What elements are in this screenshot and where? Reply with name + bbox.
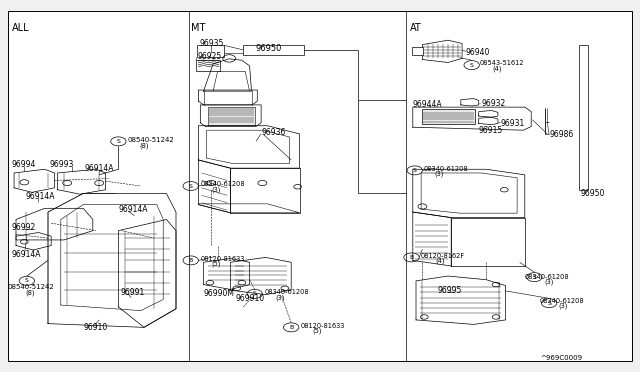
Text: S: S (413, 168, 417, 173)
Text: 08120-81633: 08120-81633 (301, 323, 345, 328)
Text: 96995: 96995 (437, 286, 461, 295)
Text: 96914A: 96914A (84, 164, 114, 173)
Polygon shape (14, 169, 54, 192)
Text: S: S (547, 301, 551, 306)
Polygon shape (198, 160, 230, 213)
Text: 08340-61208: 08340-61208 (540, 298, 584, 304)
Text: (3): (3) (544, 279, 554, 285)
Polygon shape (204, 59, 252, 91)
Text: 96936: 96936 (261, 128, 285, 137)
Text: 96940: 96940 (466, 48, 490, 57)
Text: (3): (3) (211, 186, 221, 193)
Text: 96993: 96993 (50, 160, 74, 169)
Text: 969910: 969910 (236, 294, 265, 303)
Polygon shape (479, 117, 498, 125)
Text: 96986: 96986 (549, 130, 573, 139)
Text: 08540-51242: 08540-51242 (8, 284, 54, 290)
Text: (4): (4) (493, 65, 502, 72)
Bar (422, 109, 475, 124)
Text: (5): (5) (211, 261, 221, 267)
Polygon shape (413, 107, 531, 130)
Text: (8): (8) (140, 142, 149, 149)
Text: 96925: 96925 (197, 52, 221, 61)
Bar (196, 60, 220, 71)
Text: 08120-8162F: 08120-8162F (421, 253, 465, 259)
Text: 96910: 96910 (83, 323, 108, 332)
Text: 96935: 96935 (200, 39, 224, 48)
Text: 08340-61208: 08340-61208 (201, 181, 246, 187)
Polygon shape (207, 130, 289, 164)
Polygon shape (421, 173, 517, 213)
Polygon shape (422, 40, 462, 62)
Text: (3): (3) (275, 294, 285, 301)
Polygon shape (479, 110, 498, 117)
Polygon shape (413, 169, 525, 218)
Text: 96931: 96931 (500, 119, 525, 128)
Text: S: S (470, 62, 474, 68)
Text: 96950: 96950 (580, 189, 605, 198)
Text: 96932: 96932 (481, 99, 506, 108)
Text: ^969C0009: ^969C0009 (540, 355, 582, 361)
Polygon shape (198, 126, 300, 168)
Text: 96915: 96915 (479, 126, 503, 135)
Polygon shape (198, 90, 257, 105)
Text: 96914A: 96914A (26, 192, 55, 201)
Polygon shape (16, 208, 93, 240)
Text: (4): (4) (435, 258, 445, 264)
Text: S: S (532, 275, 536, 280)
Text: 96992: 96992 (12, 223, 36, 232)
Polygon shape (230, 257, 291, 295)
Text: (5): (5) (312, 328, 322, 334)
Text: MT: MT (191, 23, 205, 33)
Polygon shape (416, 276, 506, 324)
Text: 96994: 96994 (12, 160, 36, 169)
Polygon shape (200, 105, 261, 126)
Text: 08120-81633: 08120-81633 (201, 256, 245, 262)
Text: 96914A: 96914A (12, 250, 41, 259)
Text: ALL: ALL (12, 23, 29, 33)
Polygon shape (198, 204, 300, 213)
Text: AT: AT (410, 23, 421, 33)
Text: S: S (116, 139, 120, 144)
Text: S: S (25, 278, 29, 283)
Text: 96991: 96991 (120, 288, 145, 296)
Polygon shape (461, 99, 479, 106)
Text: 08340-61208: 08340-61208 (525, 274, 570, 280)
Polygon shape (48, 193, 176, 327)
Text: 96990M: 96990M (204, 289, 234, 298)
Polygon shape (118, 219, 176, 327)
Text: B: B (410, 255, 413, 260)
Polygon shape (451, 218, 525, 266)
Text: B: B (189, 258, 193, 263)
Polygon shape (413, 212, 451, 266)
Text: 08340-61208: 08340-61208 (424, 166, 468, 171)
Text: (8): (8) (26, 290, 35, 296)
Polygon shape (230, 168, 300, 213)
Text: S: S (253, 291, 257, 296)
Bar (412, 47, 423, 55)
Polygon shape (58, 169, 106, 194)
Polygon shape (204, 259, 250, 289)
Text: 08540-51242: 08540-51242 (128, 137, 175, 142)
Text: 96914A: 96914A (118, 205, 148, 214)
Text: 08543-51612: 08543-51612 (480, 60, 525, 66)
Bar (197, 45, 224, 57)
Text: S: S (189, 183, 193, 189)
Text: 08340-61208: 08340-61208 (264, 289, 309, 295)
Polygon shape (16, 232, 51, 250)
Text: (3): (3) (434, 171, 444, 177)
Bar (243, 45, 304, 55)
Bar (208, 107, 255, 125)
Text: 96944A: 96944A (413, 100, 442, 109)
Text: 96950: 96950 (256, 44, 282, 53)
Text: (3): (3) (558, 303, 568, 310)
Text: B: B (289, 325, 293, 330)
